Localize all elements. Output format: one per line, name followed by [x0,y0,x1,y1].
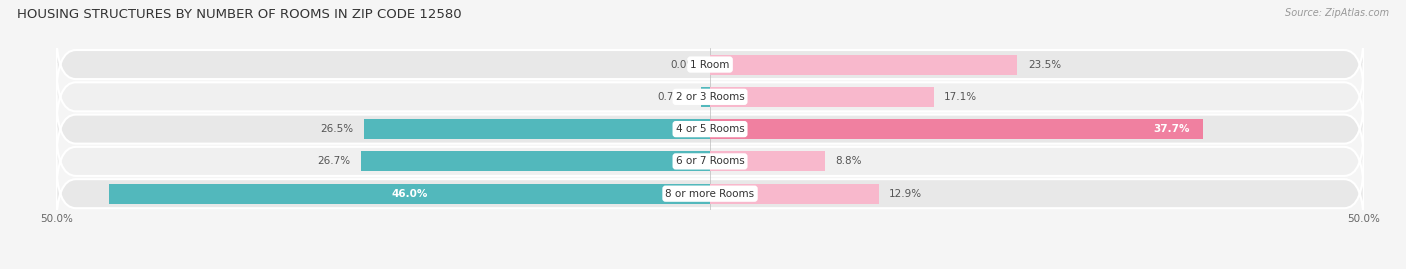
Text: 23.5%: 23.5% [1028,59,1062,70]
FancyBboxPatch shape [56,95,1364,163]
Text: 46.0%: 46.0% [391,189,427,199]
Text: 8.8%: 8.8% [835,156,862,167]
Text: 12.9%: 12.9% [889,189,922,199]
Bar [361,151,710,171]
Text: 17.1%: 17.1% [943,92,977,102]
Bar [700,87,710,107]
Text: 37.7%: 37.7% [1153,124,1189,134]
Text: Source: ZipAtlas.com: Source: ZipAtlas.com [1285,8,1389,18]
Legend: Owner-occupied, Renter-occupied: Owner-occupied, Renter-occupied [586,268,834,269]
Text: 26.7%: 26.7% [318,156,350,167]
FancyBboxPatch shape [56,63,1364,131]
Bar [710,184,879,204]
FancyBboxPatch shape [56,160,1364,228]
Text: 1 Room: 1 Room [690,59,730,70]
Bar [108,184,710,204]
Bar [710,87,934,107]
Bar [710,55,1018,75]
Text: 26.5%: 26.5% [321,124,353,134]
Text: 0.0%: 0.0% [671,59,697,70]
Text: 4 or 5 Rooms: 4 or 5 Rooms [676,124,744,134]
Text: 2 or 3 Rooms: 2 or 3 Rooms [676,92,744,102]
Text: 8 or more Rooms: 8 or more Rooms [665,189,755,199]
Text: 0.71%: 0.71% [657,92,690,102]
Text: 6 or 7 Rooms: 6 or 7 Rooms [676,156,744,167]
Bar [364,119,710,139]
Bar [710,151,825,171]
FancyBboxPatch shape [56,128,1364,195]
FancyBboxPatch shape [56,31,1364,98]
Bar [710,119,1204,139]
Text: HOUSING STRUCTURES BY NUMBER OF ROOMS IN ZIP CODE 12580: HOUSING STRUCTURES BY NUMBER OF ROOMS IN… [17,8,461,21]
